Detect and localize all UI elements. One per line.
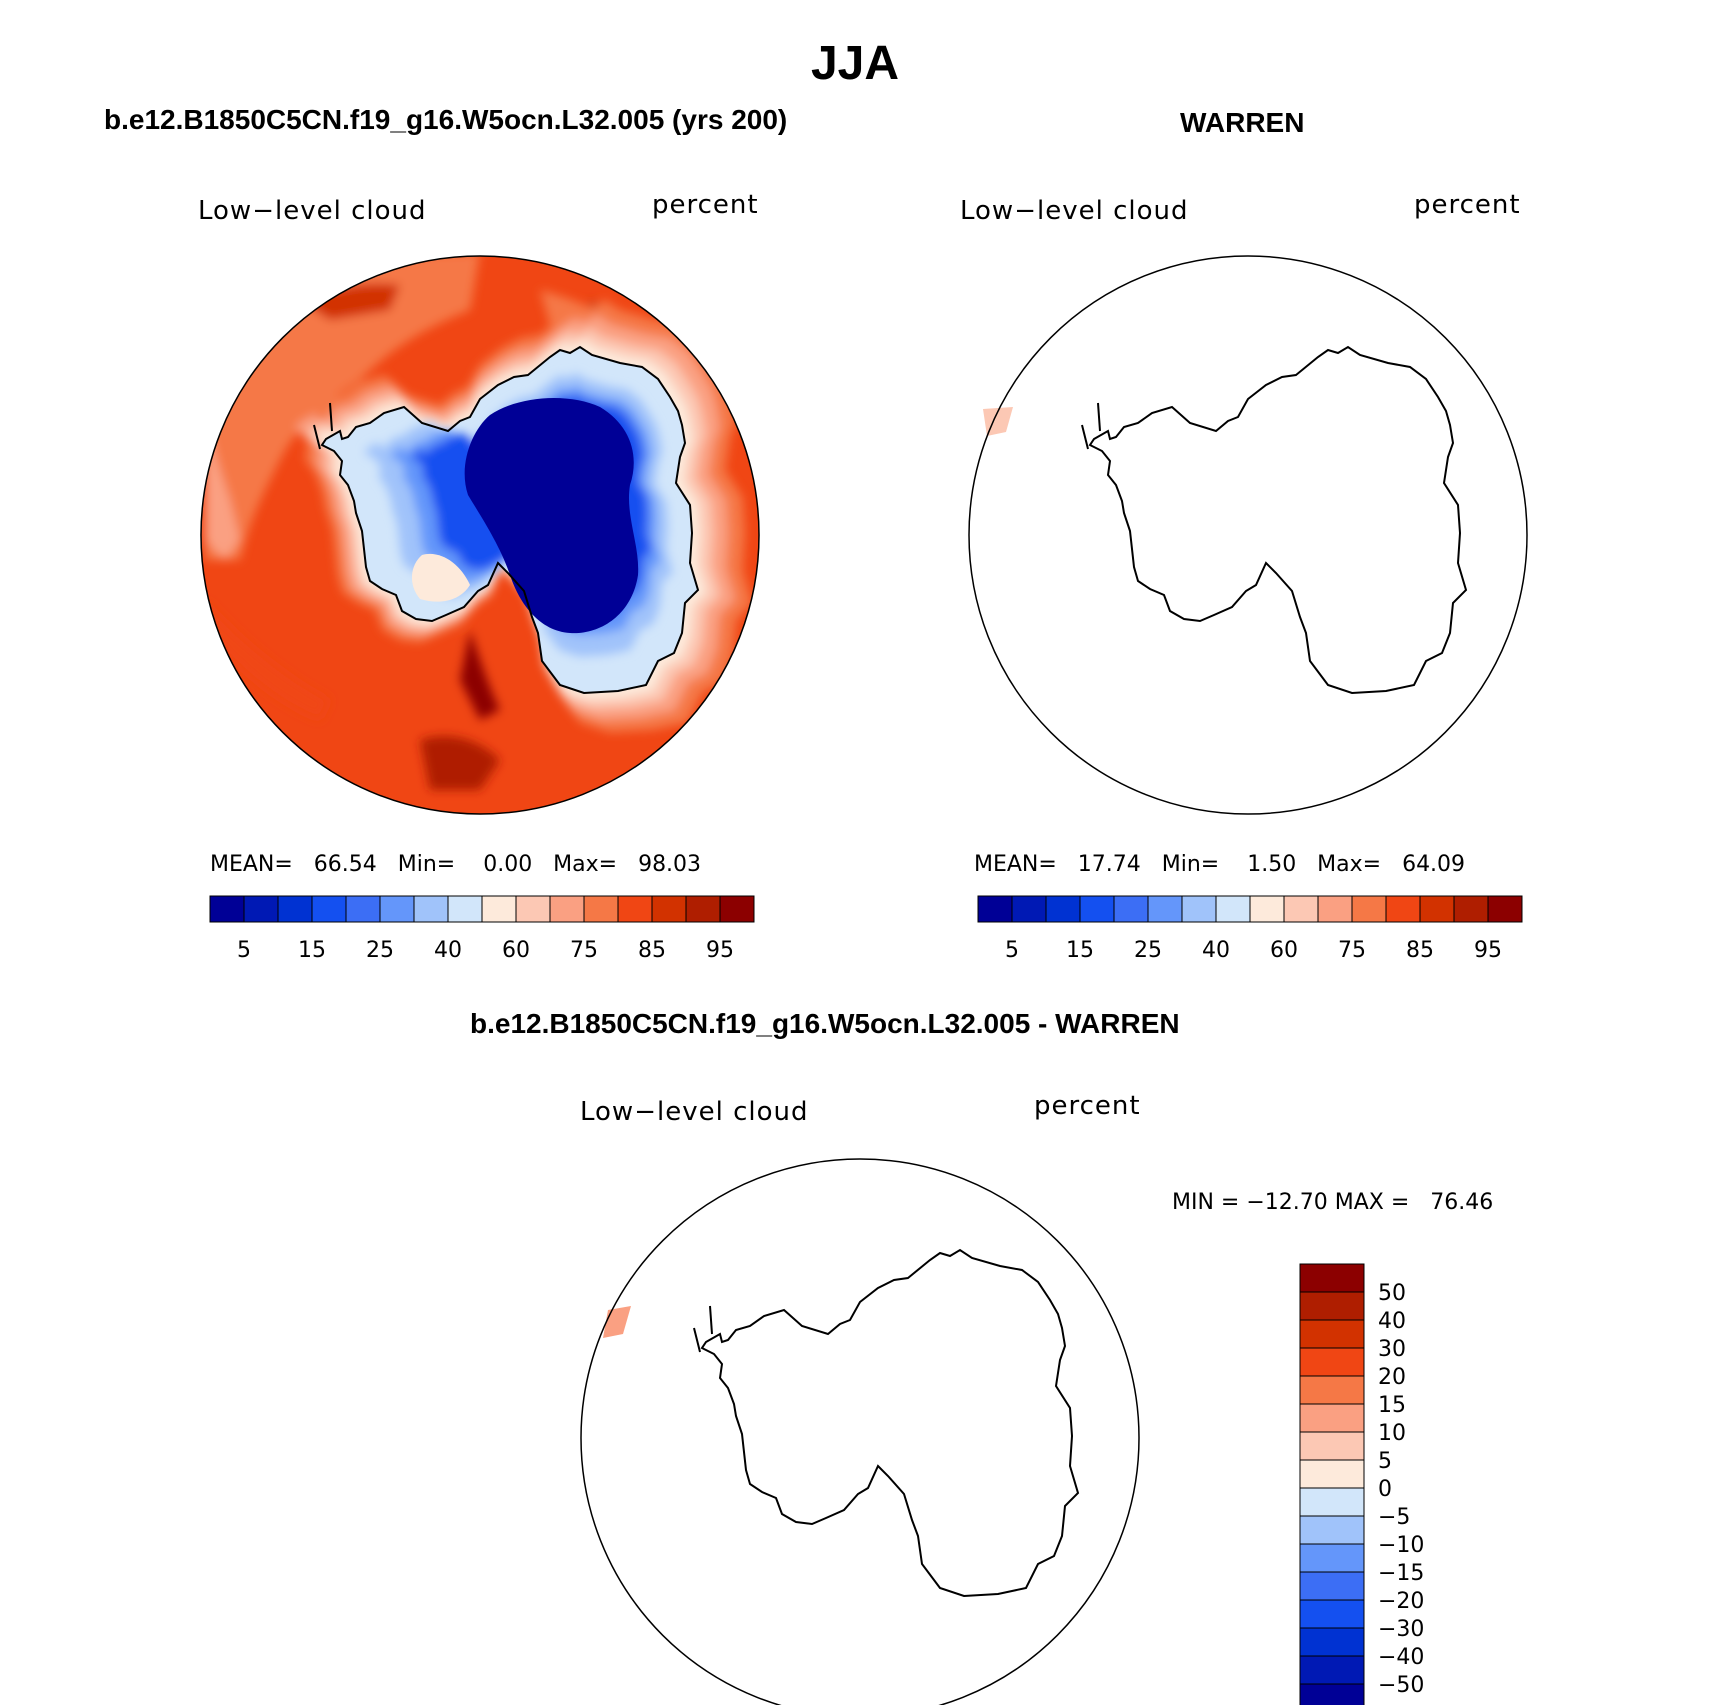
colorbar3-tick-label: −50	[1378, 1673, 1424, 1698]
colorbar3-tick-label: 20	[1378, 1365, 1406, 1390]
colorbar3-tick-label: 15	[1378, 1393, 1406, 1418]
colorbar3-swatch	[1299, 1291, 1365, 1321]
colorbar1-swatch	[651, 895, 687, 923]
colorbar2-swatch	[1385, 895, 1421, 923]
colorbar3-swatch	[1299, 1599, 1365, 1629]
colorbar1-tick-label: 25	[366, 938, 394, 963]
colorbar2-swatch	[1453, 895, 1489, 923]
panel3-variable-label: Low−level cloud	[580, 1097, 809, 1127]
colorbar2-swatch	[1215, 895, 1251, 923]
colorbar1-tick-label: 5	[237, 938, 251, 963]
colorbar2-swatch	[1113, 895, 1149, 923]
colorbar1-tick-label: 60	[502, 938, 530, 963]
panel3-case-title: b.e12.B1850C5CN.f19_g16.W5ocn.L32.005 - …	[470, 1008, 1180, 1039]
colorbar1-tick-label: 95	[706, 938, 734, 963]
colorbar3-swatch	[1299, 1515, 1365, 1545]
colorbar3-swatch	[1299, 1683, 1365, 1705]
colorbar2-swatch	[1079, 895, 1115, 923]
colorbar2-tick-label: 15	[1066, 938, 1094, 963]
colorbar2-tick-label: 60	[1270, 938, 1298, 963]
colorbar3-swatch	[1299, 1571, 1365, 1601]
colorbar3-swatch	[1299, 1543, 1365, 1573]
colorbar3-tick-label: 0	[1378, 1477, 1392, 1502]
colorbar1-tick-label: 75	[570, 938, 598, 963]
colorbar3-swatch	[1299, 1627, 1365, 1657]
panel3-units-label: percent	[1034, 1091, 1141, 1121]
figure-title: JJA	[810, 37, 900, 90]
colorbar2-swatch	[1419, 895, 1455, 923]
colorbar1-swatch	[277, 895, 313, 923]
colorbar2-swatch	[977, 895, 1013, 923]
colorbar3-tick-label: −20	[1378, 1589, 1424, 1614]
colorbar3-swatch	[1299, 1319, 1365, 1349]
colorbar3-swatch	[1299, 1655, 1365, 1685]
colorbar3-tick-label: −5	[1378, 1505, 1410, 1530]
panel1-units-label: percent	[652, 190, 759, 220]
panel1-stats: MEAN= 66.54 Min= 0.00 Max= 98.03	[210, 852, 702, 877]
panel2-case-title: WARREN	[1180, 107, 1305, 138]
panel2-polar-map	[968, 255, 1528, 815]
colorbar2-swatch	[1249, 895, 1285, 923]
colorbar2-swatch	[1147, 895, 1183, 923]
colorbar3-swatch	[1299, 1375, 1365, 1405]
colorbar3-swatch	[1299, 1431, 1365, 1461]
colorbar1-swatch	[209, 895, 245, 923]
colorbar1-swatch	[583, 895, 619, 923]
colorbar1-swatch	[243, 895, 279, 923]
colorbar1-swatch	[481, 895, 517, 923]
colorbar1-swatch	[549, 895, 585, 923]
colorbar1-swatch	[617, 895, 653, 923]
colorbar3-swatch	[1299, 1487, 1365, 1517]
colorbar1-tick-label: 40	[434, 938, 462, 963]
colorbar1-tick-label: 15	[298, 938, 326, 963]
colorbar3-swatch	[1299, 1263, 1365, 1293]
panel1-colorbar: 5 15 25 40 60 75 85 95	[209, 895, 755, 963]
colorbar2-tick-label: 5	[1005, 938, 1019, 963]
panel1-case-title: b.e12.B1850C5CN.f19_g16.W5ocn.L32.005 (y…	[104, 104, 788, 135]
colorbar3-tick-label: 5	[1378, 1449, 1392, 1474]
colorbar1-swatch	[311, 895, 347, 923]
colorbar2-tick-label: 95	[1474, 938, 1502, 963]
colorbar2-swatch	[1317, 895, 1353, 923]
colorbar3-tick-label: 50	[1378, 1281, 1406, 1306]
colorbar1-swatch	[379, 895, 415, 923]
panel3-polar-map	[580, 1158, 1140, 1705]
colorbar3-tick-label: −40	[1378, 1645, 1424, 1670]
colorbar1-swatch	[447, 895, 483, 923]
panel2-variable-label: Low−level cloud	[960, 196, 1189, 226]
colorbar2-tick-label: 75	[1338, 938, 1366, 963]
panel3-stats: MIN = −12.70 MAX = 76.46	[1172, 1190, 1494, 1215]
colorbar2-swatch	[1283, 895, 1319, 923]
colorbar1-swatch	[515, 895, 551, 923]
colorbar2-swatch	[1011, 895, 1047, 923]
panel2-colorbar: 5 15 25 40 60 75 85 95	[977, 895, 1523, 963]
panel1-variable-label: Low−level cloud	[198, 196, 427, 226]
colorbar2-tick-label: 85	[1406, 938, 1434, 963]
colorbar1-swatch	[345, 895, 381, 923]
colorbar2-tick-label: 40	[1202, 938, 1230, 963]
colorbar3-tick-label: −30	[1378, 1617, 1424, 1642]
panel2-units-label: percent	[1414, 190, 1521, 220]
colorbar2-tick-label: 25	[1134, 938, 1162, 963]
colorbar3-tick-label: −10	[1378, 1533, 1424, 1558]
colorbar1-swatch	[719, 895, 755, 923]
panel1-polar-map	[200, 255, 760, 815]
colorbar3-tick-label: 30	[1378, 1337, 1406, 1362]
colorbar1-swatch	[413, 895, 449, 923]
colorbar3-swatch	[1299, 1403, 1365, 1433]
colorbar3-tick-label: 10	[1378, 1421, 1406, 1446]
colorbar2-swatch	[1487, 895, 1523, 923]
colorbar2-swatch	[1351, 895, 1387, 923]
colorbar2-swatch	[1045, 895, 1081, 923]
colorbar1-tick-label: 85	[638, 938, 666, 963]
colorbar1-swatch	[685, 895, 721, 923]
panel2-stats: MEAN= 17.74 Min= 1.50 Max= 64.09	[974, 852, 1466, 877]
colorbar3-tick-label: 40	[1378, 1309, 1406, 1334]
colorbar3-swatch	[1299, 1347, 1365, 1377]
colorbar3-tick-label: −15	[1378, 1561, 1424, 1586]
colorbar2-swatch	[1181, 895, 1217, 923]
colorbar3-swatch	[1299, 1459, 1365, 1489]
